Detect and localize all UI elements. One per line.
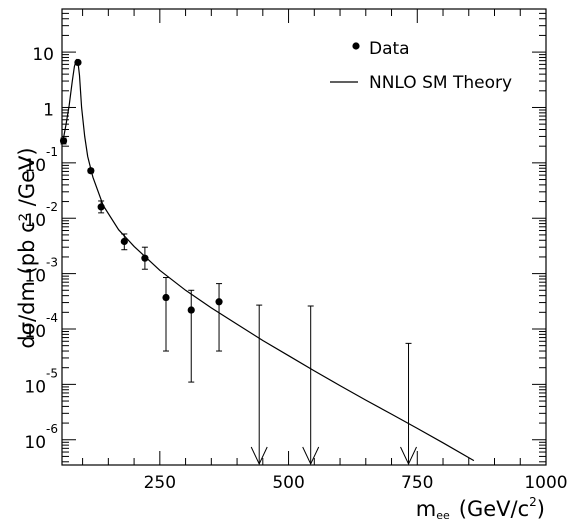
x-axis-units-close: ): [537, 497, 545, 521]
data-point: [97, 203, 105, 211]
y-tick-label: 10-3: [24, 256, 58, 287]
upper-limit-arrow: [250, 446, 268, 466]
data-point: [162, 293, 170, 302]
y-tick-label: 10-6: [24, 422, 58, 453]
y-axis-label: dσ/dm (pb c² /GeV): [15, 147, 39, 348]
data-point: [59, 137, 68, 145]
plot-frame: [61, 8, 547, 466]
data-point: [215, 298, 223, 306]
data-point: [87, 167, 95, 175]
x-tick-label: 1000: [524, 473, 567, 493]
legend-theory-label: NNLO SM Theory: [369, 73, 512, 93]
legend: Data NNLO SM Theory: [330, 39, 512, 93]
y-tick-label: 10-2: [24, 200, 58, 231]
x-tick-label: 750: [401, 473, 433, 493]
data-point: [120, 237, 128, 246]
x-axis-subscript: ee: [436, 509, 450, 522]
y-tick-labels: 10 1 10-1 10-2 10-3 10-4 10-5 10-6: [24, 45, 58, 453]
x-axis-symbol: m: [416, 497, 436, 521]
x-tick-labels: 250 500 750 1000: [144, 473, 568, 493]
upper-limit-arrow: [400, 446, 417, 466]
y-tick-label: 10: [32, 45, 54, 65]
x-axis-title: mee (GeV/c2): [416, 495, 545, 522]
y-tick-label: 10-1: [24, 145, 58, 176]
x-axis-units-sup: 2: [529, 495, 537, 509]
plot-border: [61, 8, 547, 466]
upper-limit-arrow: [302, 446, 320, 466]
x-tick-label: 500: [272, 473, 304, 493]
theory-series: [62, 58, 475, 462]
legend-data-label: Data: [369, 39, 410, 59]
x-axis-label: mee (GeV/c2): [416, 495, 545, 522]
y-tick-label: 10-4: [24, 311, 58, 342]
x-axis-units: (GeV/c: [459, 497, 529, 521]
y-axis-title: dσ/dm (pb c² /GeV): [15, 147, 39, 348]
legend-data-marker: [352, 42, 360, 50]
theory-curve: [62, 58, 475, 462]
y-tick-label: 1: [43, 100, 54, 120]
data-point: [187, 306, 195, 314]
data-series: [59, 58, 417, 466]
y-tick-label: 10-5: [24, 366, 58, 397]
data-point: [141, 254, 149, 262]
x-tick-label: 250: [144, 473, 176, 493]
axis-ticks: [62, 8, 546, 465]
data-point: [74, 58, 82, 67]
